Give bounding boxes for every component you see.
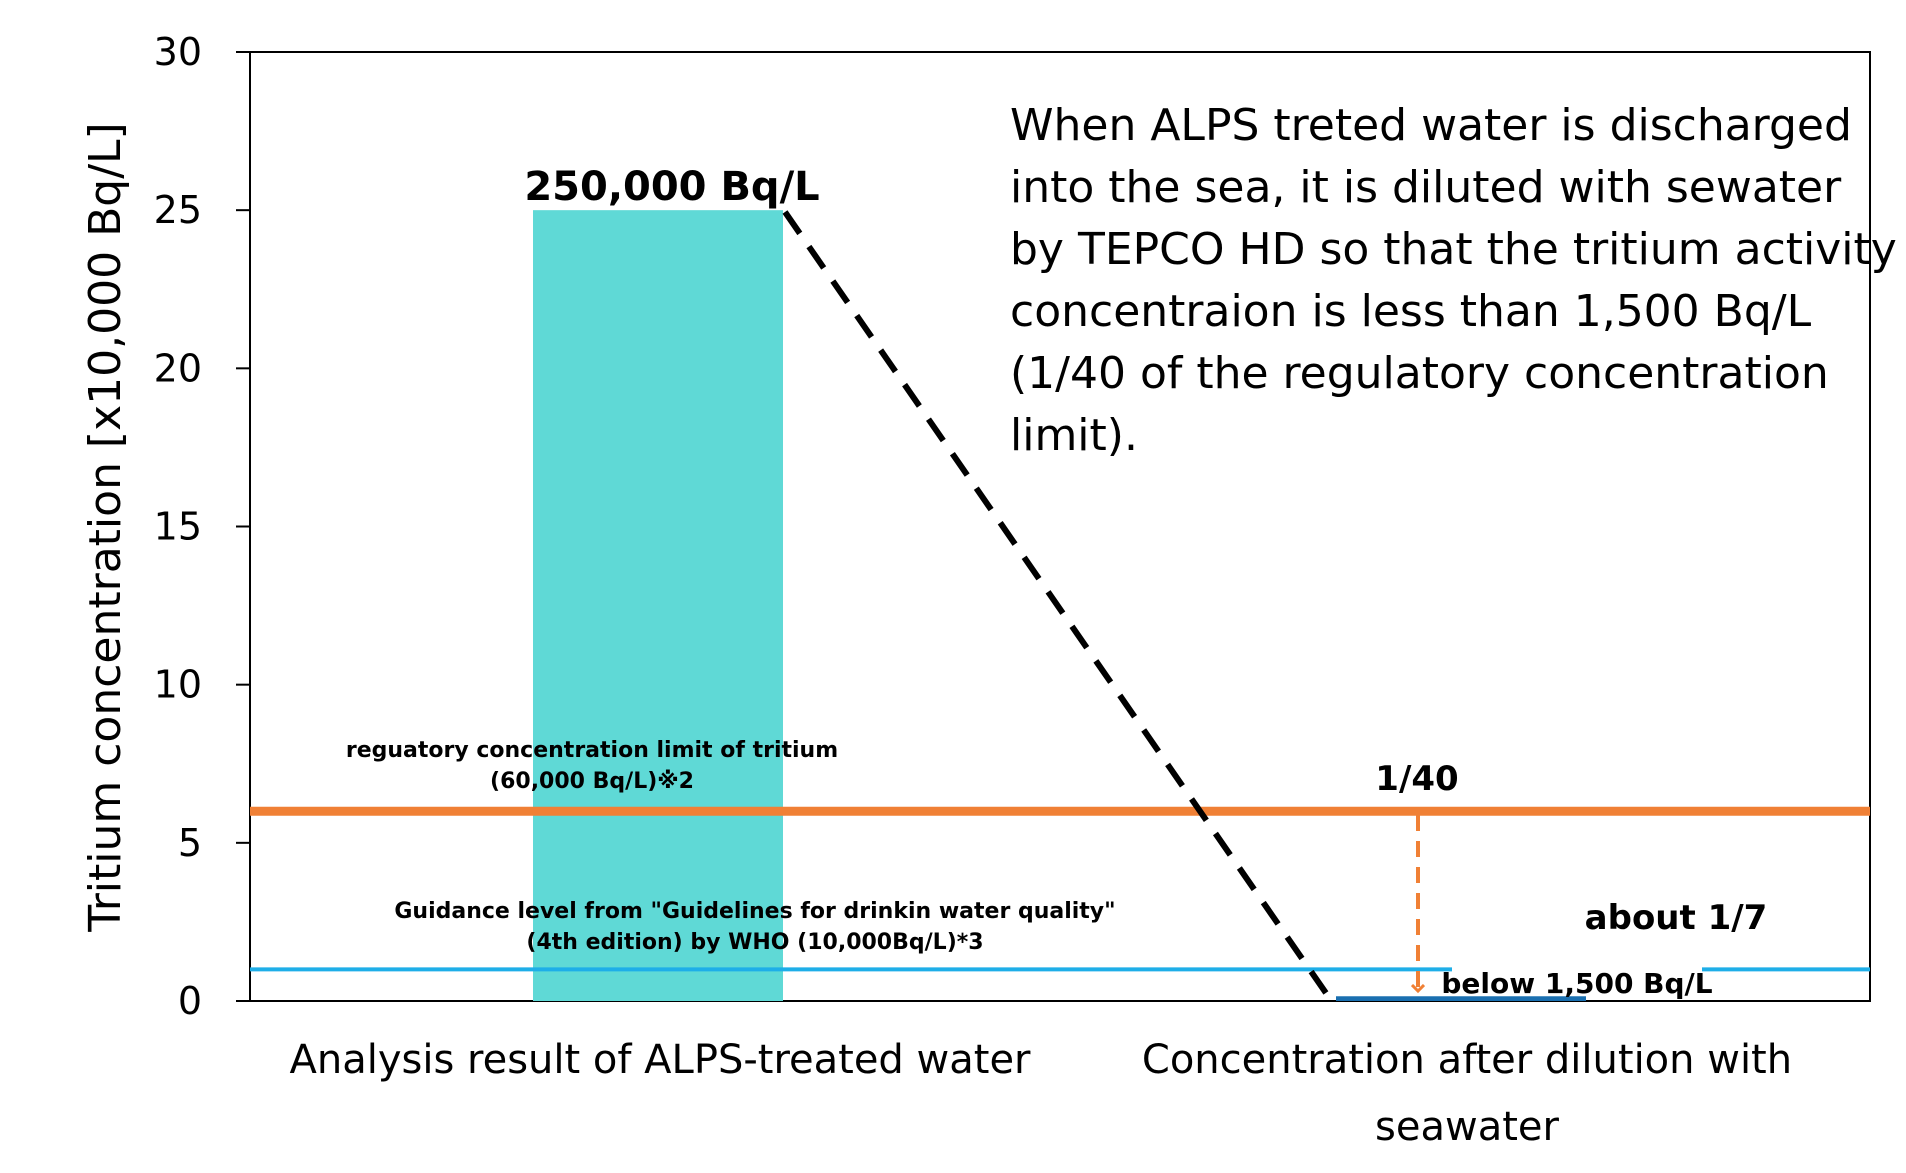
bar-value-label-alps: 250,000 Bq/L xyxy=(524,164,819,210)
who-guidance-label-1: Guidance level from "Guidelines for drin… xyxy=(394,899,1115,924)
note-line-1: When ALPS treted water is discharged xyxy=(1010,100,1852,151)
y-tick-label: 15 xyxy=(154,505,202,549)
ratio-who-label: about 1/7 xyxy=(1585,898,1768,938)
y-axis-ticks: 0 5 10 15 20 25 30 xyxy=(154,30,250,1023)
regulatory-limit-label-2: (60,000 Bq/L)※2 xyxy=(490,769,694,794)
y-tick-label: 0 xyxy=(178,979,202,1023)
category-label-alps: Analysis result of ALPS-treated water xyxy=(290,1037,1032,1083)
note-line-2: into the sea, it is diluted with sewater xyxy=(1010,162,1842,213)
who-guidance-label-2: (4th edition) by WHO (10,000Bq/L)*3 xyxy=(526,930,983,955)
regulatory-limit-label-1: reguatory concentration limit of tritium xyxy=(346,738,838,763)
bar-value-label-dilution: below 1,500 Bq/L xyxy=(1441,967,1712,1000)
note-line-3: by TEPCO HD so that the tritium activity xyxy=(1010,224,1897,275)
ratio-limit-label: 1/40 xyxy=(1375,759,1458,799)
y-tick-label: 5 xyxy=(178,821,202,865)
bar-after-dilution xyxy=(1336,996,1586,1001)
dilution-dashed-line xyxy=(782,210,1331,998)
y-tick-label: 10 xyxy=(154,663,202,707)
y-tick-label: 20 xyxy=(154,346,202,390)
y-tick-label: 25 xyxy=(154,188,202,232)
note-line-4: concentraion is less than 1,500 Bq/L xyxy=(1010,286,1812,337)
y-tick-label: 30 xyxy=(154,30,202,74)
explanatory-note: When ALPS treted water is discharged int… xyxy=(1010,100,1897,461)
dilution-label-bg xyxy=(1452,964,1702,996)
category-label-dilution-line1: Concentration after dilution with xyxy=(1142,1037,1792,1083)
y-axis-label: Tritium concentration [x10,000 Bq/L] xyxy=(80,122,131,932)
note-line-5: (1/40 of the regulatory concentration xyxy=(1010,348,1829,399)
note-line-6: limit). xyxy=(1010,410,1138,461)
category-label-dilution-line2: seawater xyxy=(1375,1104,1559,1150)
bar-alps-treated-water xyxy=(533,210,783,1001)
